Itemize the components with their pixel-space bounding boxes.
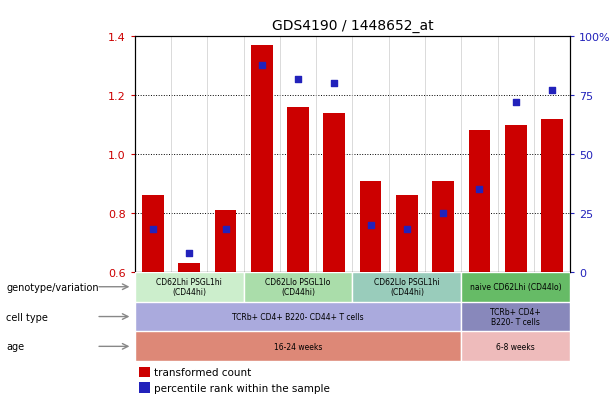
Bar: [462, 272, 570, 302]
Bar: [396, 196, 418, 272]
Text: age: age: [6, 342, 25, 351]
Point: [329, 81, 339, 88]
Text: transformed count: transformed count: [154, 367, 252, 377]
Bar: [142, 196, 164, 272]
Bar: [462, 302, 570, 332]
Bar: [462, 332, 570, 361]
Point: [148, 227, 158, 233]
Bar: [432, 181, 454, 272]
Point: [221, 227, 230, 233]
Text: percentile rank within the sample: percentile rank within the sample: [154, 383, 330, 393]
Bar: [541, 119, 563, 272]
Bar: [139, 367, 150, 377]
Bar: [352, 272, 462, 302]
Point: [474, 187, 484, 193]
Text: 16-24 weeks: 16-24 weeks: [274, 342, 322, 351]
Point: [402, 227, 412, 233]
Point: [438, 210, 448, 217]
Bar: [135, 272, 244, 302]
Bar: [178, 263, 200, 272]
Bar: [360, 181, 381, 272]
Point: [185, 250, 194, 256]
Point: [366, 222, 376, 228]
Point: [257, 62, 267, 69]
Point: [511, 100, 520, 106]
Point: [293, 76, 303, 83]
Bar: [244, 272, 352, 302]
Text: genotype/variation: genotype/variation: [6, 282, 99, 292]
Bar: [215, 211, 237, 272]
Point: [547, 88, 557, 95]
Text: TCRb+ CD4+
B220- T cells: TCRb+ CD4+ B220- T cells: [490, 307, 541, 326]
Text: 6-8 weeks: 6-8 weeks: [497, 342, 535, 351]
Text: CD62Lhi PSGL1hi
(CD44hi): CD62Lhi PSGL1hi (CD44hi): [156, 278, 222, 297]
Bar: [505, 125, 527, 272]
Bar: [287, 108, 309, 272]
Bar: [468, 131, 490, 272]
Text: CD62Llo PSGL1hi
(CD44hi): CD62Llo PSGL1hi (CD44hi): [374, 278, 440, 297]
Text: CD62Llo PSGL1lo
(CD44hi): CD62Llo PSGL1lo (CD44hi): [265, 278, 331, 297]
Bar: [251, 46, 273, 272]
Text: naive CD62Lhi (CD44lo): naive CD62Lhi (CD44lo): [470, 282, 562, 292]
Bar: [139, 382, 150, 393]
Bar: [324, 114, 345, 272]
Bar: [135, 332, 461, 361]
Text: cell type: cell type: [6, 312, 48, 322]
Title: GDS4190 / 1448652_at: GDS4190 / 1448652_at: [272, 19, 433, 33]
Text: TCRb+ CD4+ B220- CD44+ T cells: TCRb+ CD4+ B220- CD44+ T cells: [232, 312, 364, 321]
Bar: [135, 302, 461, 332]
